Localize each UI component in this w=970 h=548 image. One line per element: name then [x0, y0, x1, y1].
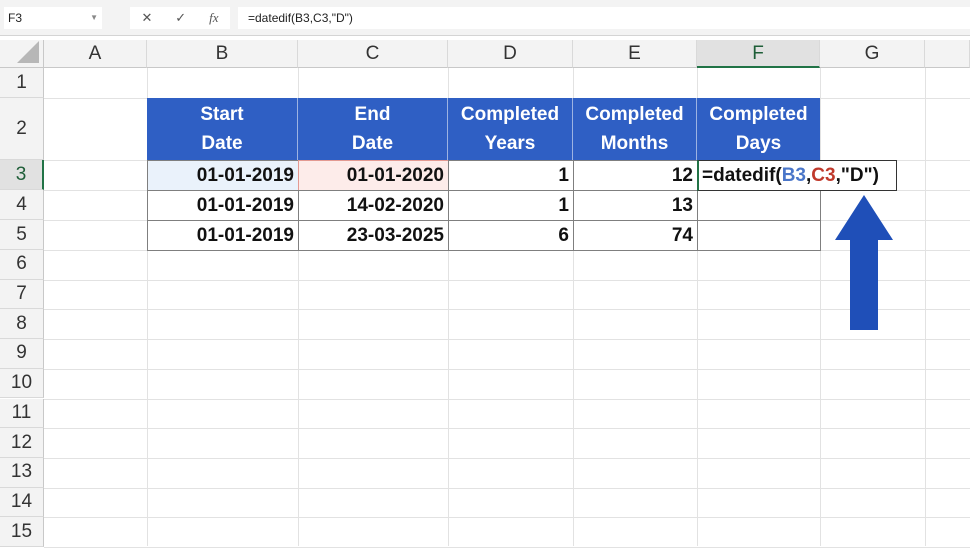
column-header-E[interactable]: E [573, 40, 697, 68]
row-header-13[interactable]: 13 [0, 457, 44, 488]
row-header-15[interactable]: 15 [0, 517, 44, 547]
cell-start[interactable]: 01-01-2019 [147, 220, 299, 251]
cell-start[interactable]: 01-01-2019 [147, 190, 299, 221]
cell-days[interactable] [697, 220, 821, 251]
column-header-A[interactable]: A [44, 40, 147, 68]
column-header-G[interactable]: G [820, 40, 925, 68]
cell-f3-editing[interactable]: =datedif(B3, C3 ,"D") [697, 160, 897, 191]
cell-months[interactable]: 12 [573, 160, 698, 191]
arrow-up-icon [835, 195, 893, 330]
cell-end[interactable]: 23-03-2025 [298, 220, 449, 251]
grid-line [44, 339, 970, 341]
ref-c3: C3 [811, 164, 836, 186]
grid-line [44, 487, 970, 489]
formula-bar: F3 ▼ ✕ ✓ fx =datedif(B3,C3,"D") [0, 0, 970, 36]
header-end-date[interactable]: End Date [298, 98, 448, 160]
cell-end[interactable]: 14-02-2020 [298, 190, 449, 221]
column-header-D[interactable]: D [448, 40, 573, 68]
grid-line [44, 398, 970, 400]
cell-years[interactable]: 1 [448, 160, 574, 191]
header-start-date[interactable]: Start Date [147, 98, 298, 160]
cell-years[interactable]: 6 [448, 220, 574, 251]
cell-start[interactable]: 01-01-2019 [147, 160, 299, 191]
row-header-8[interactable]: 8 [0, 309, 44, 340]
row-header-11[interactable]: 11 [0, 398, 44, 429]
select-all-button[interactable] [0, 40, 44, 68]
row-header-7[interactable]: 7 [0, 279, 44, 310]
grid-line [925, 68, 926, 546]
grid-line [44, 368, 970, 370]
formula-buttons: ✕ ✓ fx [130, 7, 230, 29]
function-icon[interactable]: fx [209, 10, 219, 25]
grid-line [697, 68, 698, 546]
header-completed-months[interactable]: Completed Months [573, 98, 697, 160]
grid-line [44, 517, 970, 519]
cell-years[interactable]: 1 [448, 190, 574, 221]
row-header-4[interactable]: 4 [0, 190, 44, 220]
column-header-B[interactable]: B [147, 40, 298, 68]
check-icon[interactable]: ✓ [175, 10, 187, 25]
cell-days[interactable] [697, 190, 821, 221]
grid-line [448, 68, 449, 546]
row-header-14[interactable]: 14 [0, 487, 44, 518]
grid-line [573, 68, 574, 546]
grid-line [298, 68, 299, 546]
grid-line [147, 68, 148, 546]
grid-line [820, 68, 821, 546]
column-header-F[interactable]: F [697, 40, 820, 68]
grid-line [44, 279, 970, 281]
column-header-C[interactable]: C [298, 40, 448, 68]
grid-line [44, 428, 970, 430]
grid-line [44, 309, 970, 311]
chevron-down-icon[interactable]: ▼ [90, 13, 98, 22]
column-header-extra[interactable] [925, 40, 970, 68]
header-completed-days[interactable]: Completed Days [697, 98, 820, 160]
cell-months[interactable]: 74 [573, 220, 698, 251]
row-header-10[interactable]: 10 [0, 368, 44, 399]
row-header-3[interactable]: 3 [0, 160, 44, 190]
row-header-6[interactable]: 6 [0, 250, 44, 280]
row-header-9[interactable]: 9 [0, 339, 44, 369]
grid-line [44, 457, 970, 459]
header-completed-years[interactable]: Completed Years [448, 98, 573, 160]
cell-months[interactable]: 13 [573, 190, 698, 221]
cell-end[interactable]: 01-01-2020 [298, 160, 449, 191]
ref-b3: B3 [781, 164, 806, 186]
formula-input[interactable]: =datedif(B3,C3,"D") [238, 7, 970, 29]
row-header-5[interactable]: 5 [0, 220, 44, 250]
cancel-icon[interactable]: ✕ [141, 10, 153, 25]
row-header-2[interactable]: 2 [0, 98, 44, 160]
name-box[interactable]: F3 ▼ [4, 7, 102, 29]
row-header-12[interactable]: 12 [0, 428, 44, 458]
row-header-1[interactable]: 1 [0, 68, 44, 98]
